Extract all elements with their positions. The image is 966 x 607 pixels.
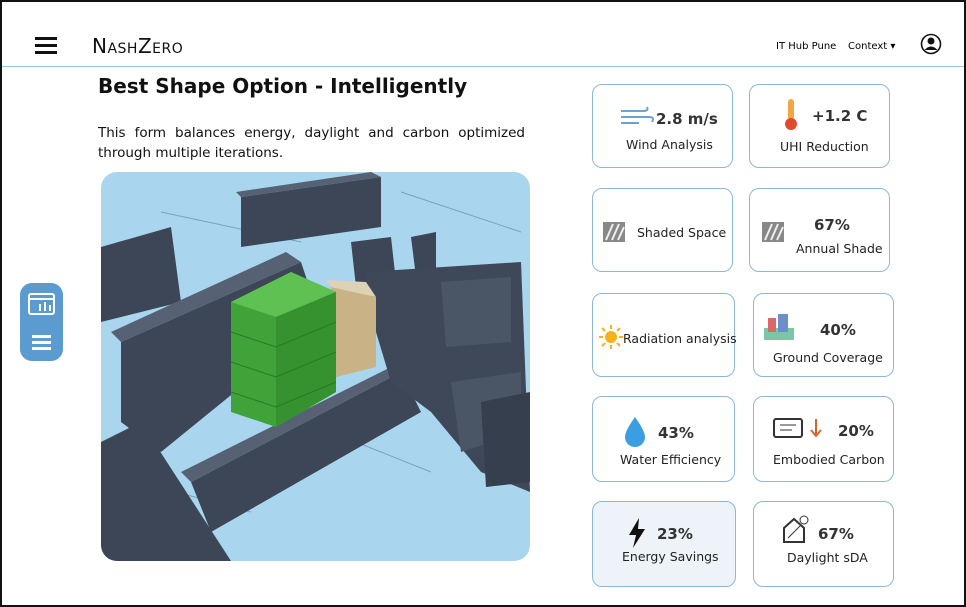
context-dropdown[interactable]: Context ▾: [848, 41, 896, 52]
context-label: Context: [848, 41, 888, 52]
menu-button[interactable]: [35, 35, 59, 55]
side-widget[interactable]: [20, 283, 63, 361]
card[interactable]: 20% Embodied Carbon: [753, 396, 894, 482]
card[interactable]: Shaded Space: [592, 188, 733, 272]
profile-button[interactable]: [920, 33, 942, 55]
card[interactable]: 67% Annual Shade: [749, 188, 890, 272]
building-render: [101, 172, 530, 561]
card-label: Daylight sDA: [787, 550, 868, 565]
card-label: Shaded Space: [637, 225, 727, 240]
card-value: +1.2 C: [812, 107, 868, 125]
card-label: Embodied Carbon: [773, 452, 885, 467]
main-title: Best Shape Option - Intelligently: [98, 74, 468, 98]
card-label: Radiation analysis: [623, 331, 737, 346]
card-label: Ground Coverage: [773, 350, 883, 365]
card[interactable]: 23% Energy Savings: [592, 501, 736, 587]
card-value: 23%: [657, 525, 693, 543]
card[interactable]: 40% Ground Coverage: [753, 293, 894, 377]
card-value: 43%: [658, 424, 694, 442]
card-label: Wind Analysis: [626, 137, 713, 152]
card-value: 2.8 m/s: [656, 110, 718, 128]
card-label: Annual Shade: [796, 241, 883, 256]
card[interactable]: 43% Water Efficiency: [592, 396, 735, 482]
card[interactable]: 67% Daylight sDA: [753, 501, 894, 587]
location[interactable]: IT Hub Pune: [776, 41, 837, 52]
header-divider: [2, 66, 964, 67]
card-value: 20%: [838, 422, 874, 440]
card-label: Energy Savings: [622, 549, 719, 564]
description: This form balances energy, daylight and …: [98, 125, 525, 161]
card-value: 40%: [820, 321, 856, 339]
brand: NashZero: [92, 34, 184, 58]
card[interactable]: 2.8 m/s Wind Analysis: [592, 84, 733, 168]
card-value: 67%: [814, 216, 850, 234]
card-value: 67%: [818, 525, 854, 543]
card[interactable]: +1.2 C UHI Reduction: [749, 84, 890, 168]
card-label: Water Efficiency: [620, 452, 722, 467]
card[interactable]: Radiation analysis: [592, 293, 737, 377]
card-label: UHI Reduction: [780, 139, 869, 154]
